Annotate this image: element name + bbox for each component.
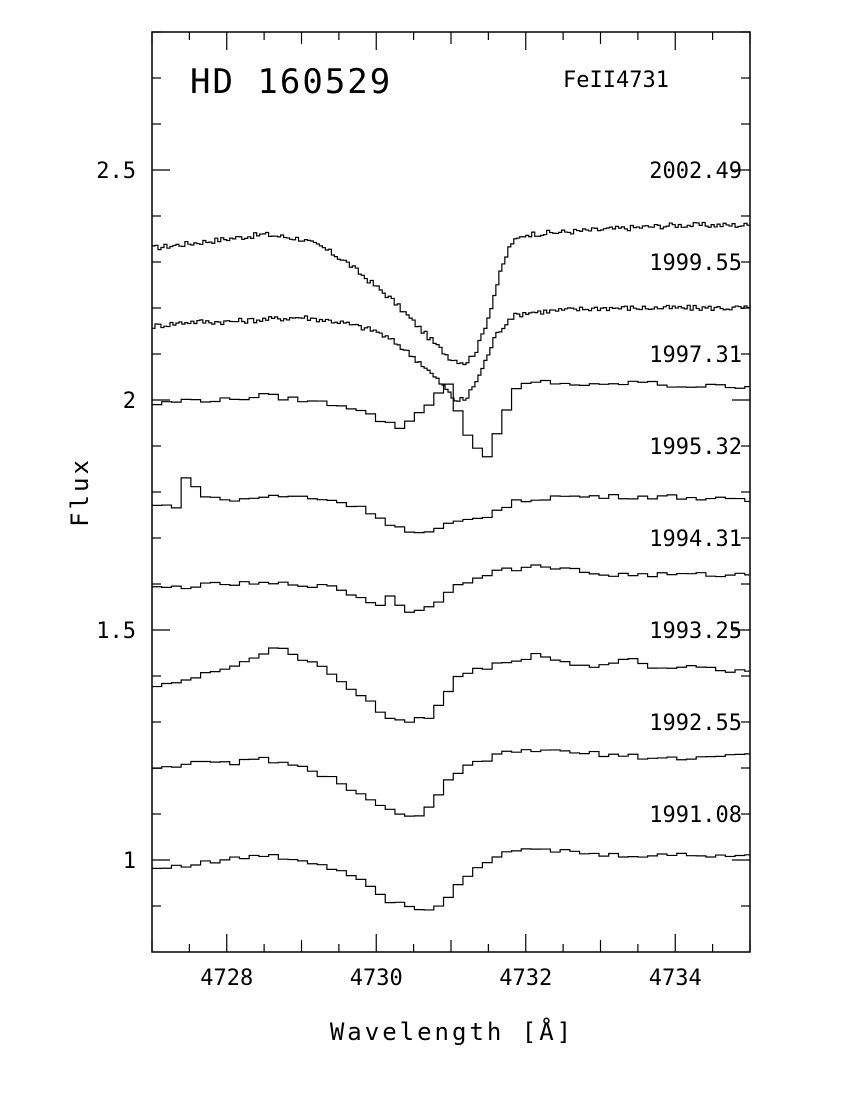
epoch-label: 1995.32 bbox=[649, 435, 742, 460]
spectrum-line-1993.25 bbox=[152, 647, 750, 723]
x-tick-label: 4734 bbox=[649, 966, 702, 991]
axis-tick-labels: 4728 4730 4732 4734 1 1.5 2 2.5 bbox=[96, 159, 701, 991]
y-tick-label: 1 bbox=[123, 849, 136, 874]
epoch-label: 2002.49 bbox=[649, 159, 742, 184]
spectrum-line-1997.31 bbox=[152, 379, 750, 458]
spectrum-line-2002.49 bbox=[152, 221, 751, 366]
spectra-series bbox=[152, 221, 751, 911]
spectrum-line-1992.55 bbox=[152, 749, 750, 817]
axis-ticks bbox=[151, 31, 751, 952]
spectrum-line-1995.32 bbox=[152, 477, 750, 534]
epoch-labels: 2002.49 1999.55 1997.31 1995.32 1994.31 1993.… bbox=[649, 159, 742, 828]
chart-title: HD 160529 bbox=[190, 62, 392, 102]
y-tick-label: 2.5 bbox=[96, 159, 136, 184]
x-tick-label: 4730 bbox=[350, 966, 403, 991]
y-axis-label: Flux bbox=[66, 457, 94, 527]
epoch-label: 1991.08 bbox=[649, 803, 742, 828]
x-tick-label: 4732 bbox=[499, 966, 552, 991]
epoch-label: 1999.55 bbox=[649, 251, 742, 276]
spectrum-line-1991.08 bbox=[152, 848, 750, 911]
spectrum-line-1999.55 bbox=[152, 304, 751, 402]
x-tick-label: 4728 bbox=[200, 966, 253, 991]
y-tick-label: 1.5 bbox=[96, 619, 136, 644]
y-tick-label: 2 bbox=[123, 389, 136, 414]
spectrum-line-1994.31 bbox=[152, 564, 750, 613]
epoch-label: 1994.31 bbox=[649, 527, 742, 552]
chart-subtitle: FeII4731 bbox=[563, 68, 669, 93]
epoch-label: 1997.31 bbox=[649, 343, 742, 368]
epoch-label: 1992.55 bbox=[649, 711, 742, 736]
x-axis-label: Wavelength [Å] bbox=[330, 1017, 574, 1046]
epoch-label: 1993.25 bbox=[649, 619, 742, 644]
